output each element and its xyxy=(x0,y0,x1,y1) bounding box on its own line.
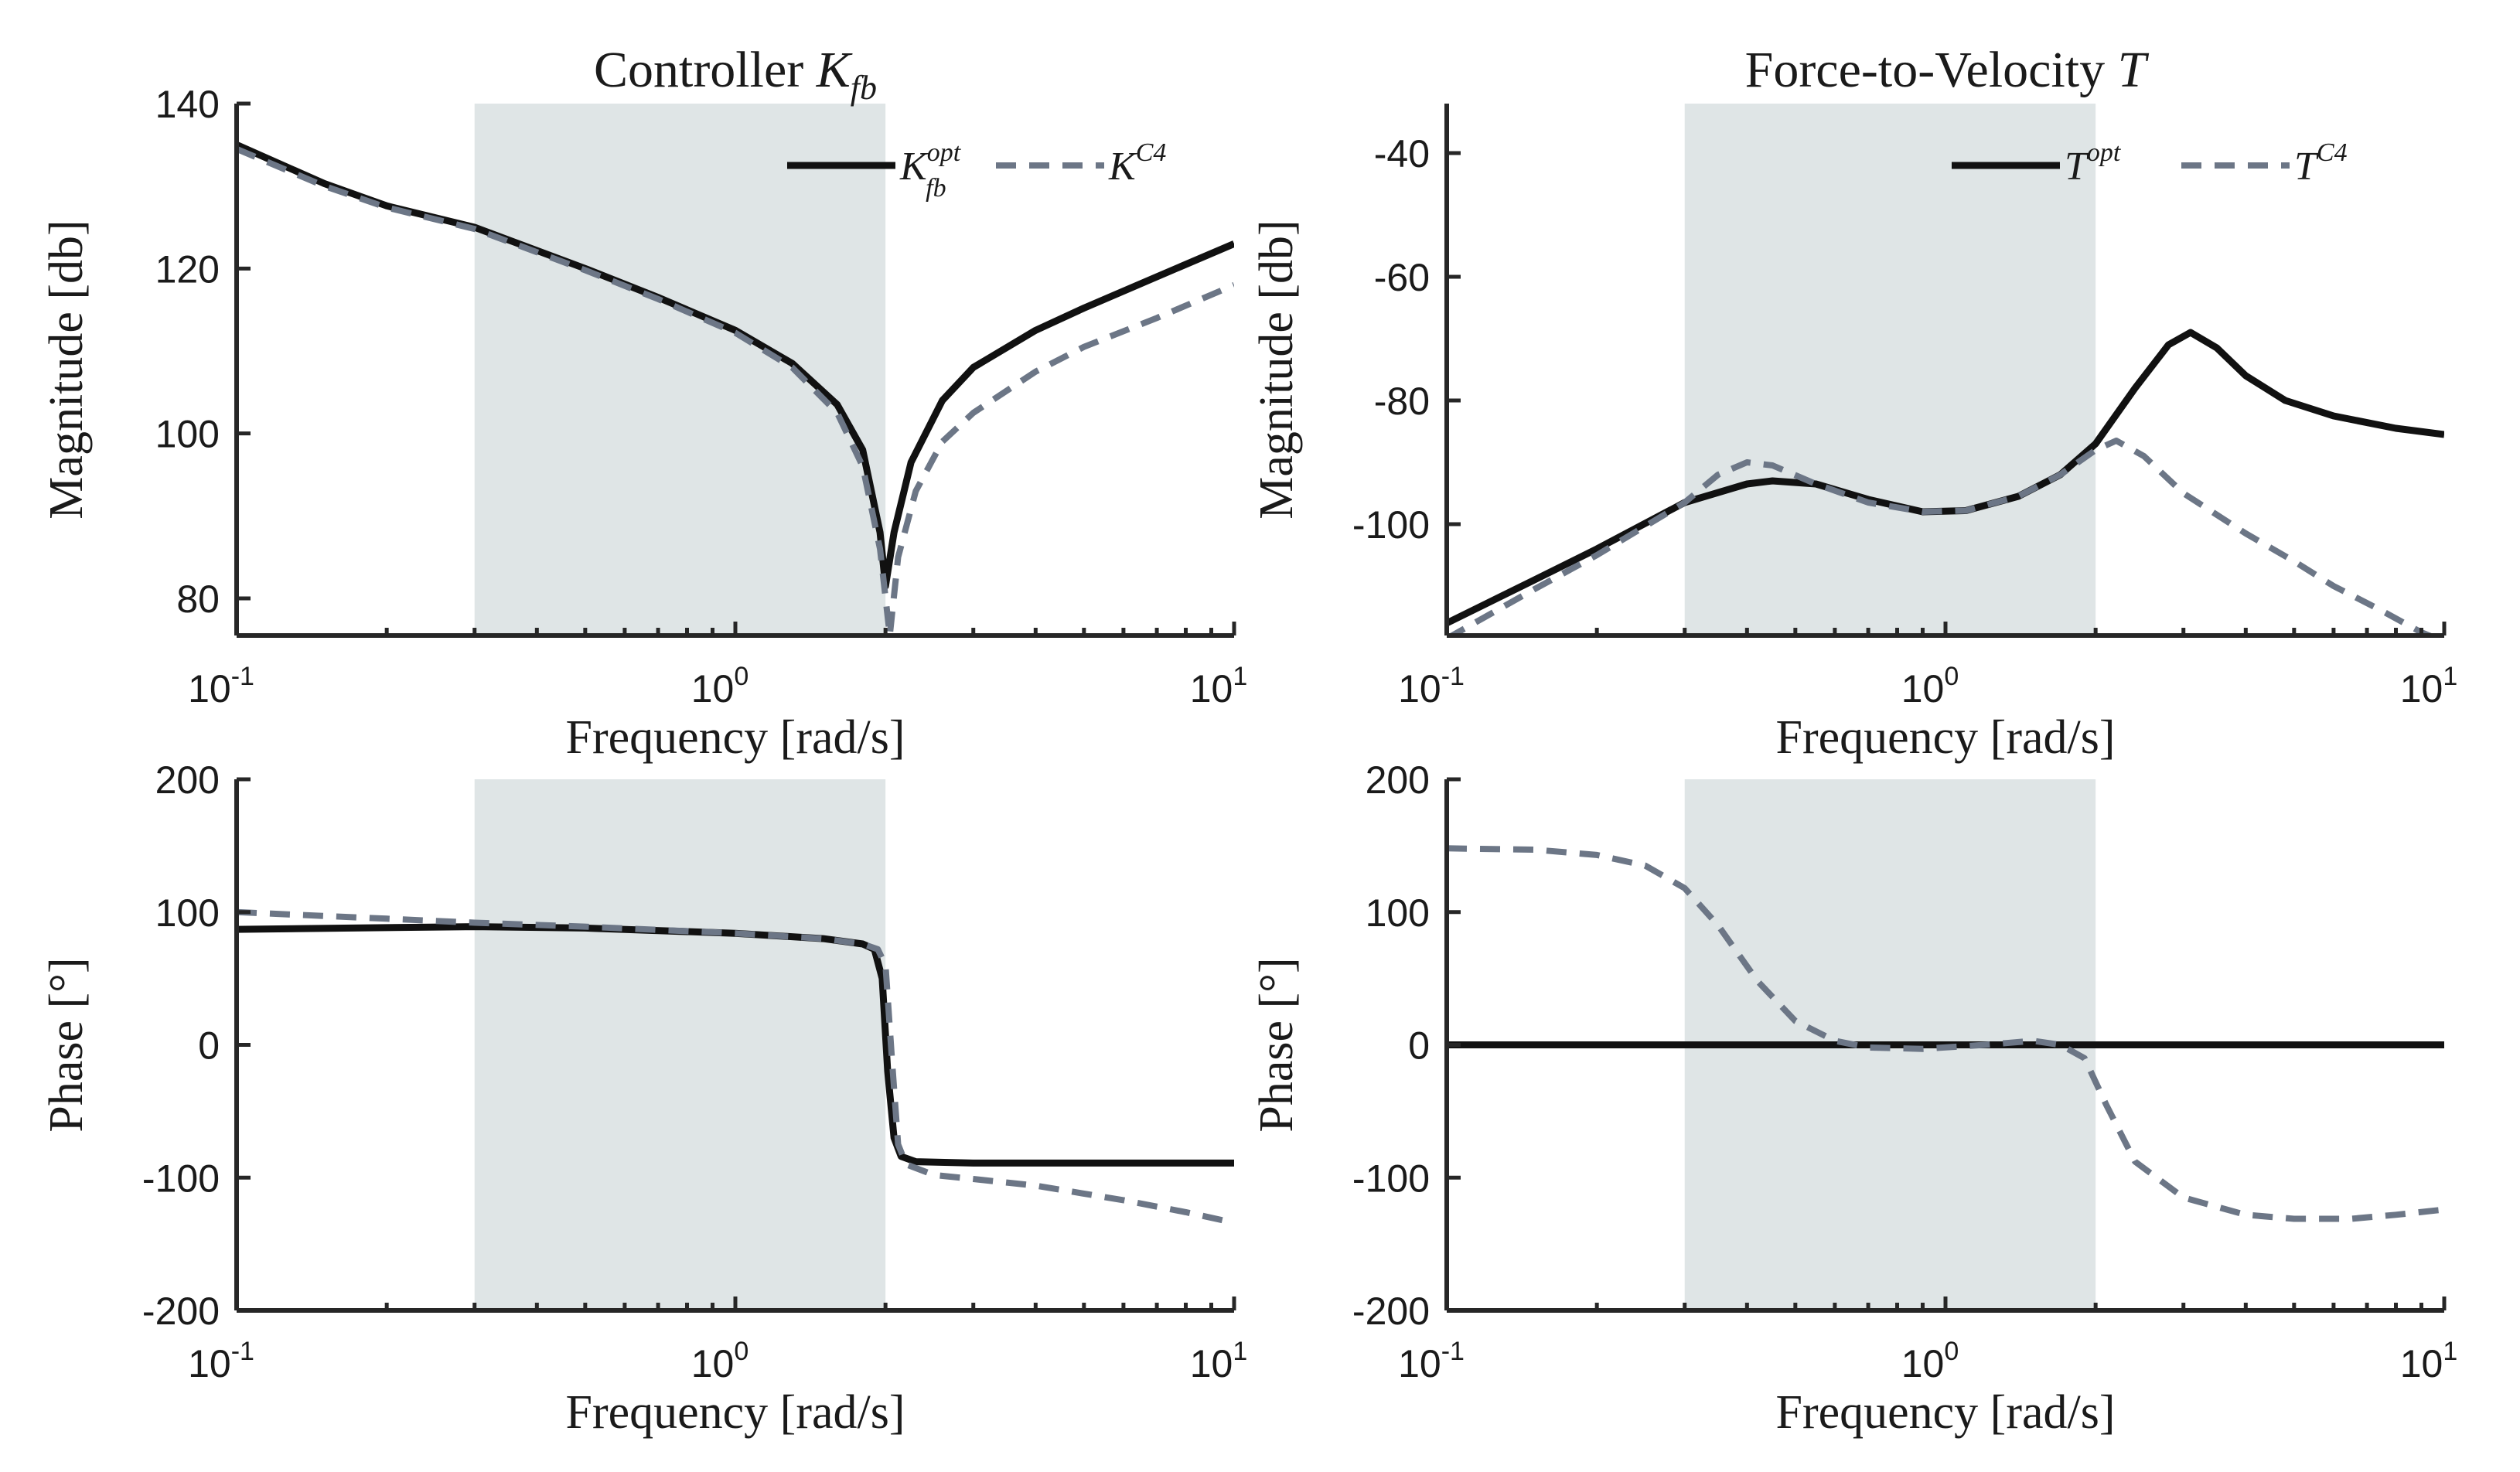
y-tick-label: 200 xyxy=(1366,758,1430,802)
chart-title: Force-to-Velocity T xyxy=(1745,42,2150,98)
chart-title: Controller Kfb xyxy=(594,42,877,107)
y-tick-label: -100 xyxy=(1352,503,1430,547)
chart-panel-t-mag: -100 -80 -60 -40 10-1 100 101 Frequency [rad/s]… xyxy=(1250,42,2457,764)
x-tick-label: 100 xyxy=(691,662,749,710)
chart-panel-t-phase: -200 -100 0 100 200 10-1 100 101 Frequency [rad/… xyxy=(1250,758,2457,1439)
shaded-band xyxy=(1684,104,2096,635)
y-tick-label: 140 xyxy=(155,83,220,126)
x-tick-label: 10-1 xyxy=(1398,1337,1465,1385)
x-axis-label: Frequency [rad/s] xyxy=(1776,1386,2116,1439)
y-tick-label: -200 xyxy=(1352,1290,1430,1333)
legend: Topt TC4 xyxy=(1952,138,2348,189)
legend-label: KC4 xyxy=(1108,138,1166,189)
legend-label: Topt xyxy=(2065,138,2122,189)
y-axis-label: Magnitude [db] xyxy=(1250,220,1303,519)
series-line-t-c4 xyxy=(1447,438,2437,635)
series-line-k-c4 xyxy=(237,908,1234,1226)
x-tick-label: 10-1 xyxy=(188,1337,254,1385)
y-tick-label: 100 xyxy=(155,413,220,456)
chart-panel-k-phase: -200 -100 0 100 200 10-1 100 101 Frequency [rad/… xyxy=(40,758,1247,1439)
y-axis-label: Phase [°] xyxy=(40,957,93,1132)
x-tick-label: 10-1 xyxy=(1398,662,1465,710)
y-tick-label: 120 xyxy=(155,247,220,291)
series-line-t-c4 xyxy=(1447,845,2444,1222)
x-axis-label: Frequency [rad/s] xyxy=(566,1386,905,1439)
y-tick-label: -40 xyxy=(1374,132,1430,175)
y-tick-label: 100 xyxy=(1366,891,1430,935)
x-tick-label: 10-1 xyxy=(188,662,254,710)
x-tick-label: 100 xyxy=(1901,1337,1959,1385)
x-tick-label: 101 xyxy=(2400,1337,2458,1385)
shaded-band xyxy=(474,779,886,1310)
y-tick-label: 100 xyxy=(155,891,220,935)
y-axis-label: Phase [°] xyxy=(1250,957,1303,1132)
y-tick-label: -100 xyxy=(142,1157,220,1200)
legend-label: Kopt fb xyxy=(899,138,962,203)
y-tick-label: -200 xyxy=(142,1290,220,1333)
legend: Kopt fb KC4 xyxy=(787,138,1166,203)
x-tick-label: 100 xyxy=(1901,662,1959,710)
x-axis-label: Frequency [rad/s] xyxy=(566,711,905,764)
y-tick-label: -60 xyxy=(1374,256,1430,299)
y-tick-label: 80 xyxy=(176,578,220,621)
shaded-band xyxy=(474,104,886,635)
x-tick-label: 101 xyxy=(1190,662,1248,710)
legend-label: TC4 xyxy=(2294,138,2348,189)
x-axis-label: Frequency [rad/s] xyxy=(1776,711,2116,764)
series-line-t-opt xyxy=(1447,329,2444,627)
y-tick-label: -100 xyxy=(1352,1157,1430,1200)
x-tick-label: 101 xyxy=(1190,1337,1248,1385)
y-tick-label: 200 xyxy=(155,758,220,802)
series-line-k-c4 xyxy=(237,146,1234,635)
chart-panel-k-mag: 80 100 120 140 10-1 100 101 Frequency [rad/s] Ma… xyxy=(40,42,1247,764)
y-axis-label: Magnitude [db] xyxy=(40,220,93,519)
y-tick-label: 0 xyxy=(1408,1024,1430,1068)
y-tick-label: -80 xyxy=(1374,380,1430,423)
x-tick-label: 100 xyxy=(691,1337,749,1385)
y-tick-label: 0 xyxy=(198,1024,220,1068)
x-tick-label: 101 xyxy=(2400,662,2458,710)
